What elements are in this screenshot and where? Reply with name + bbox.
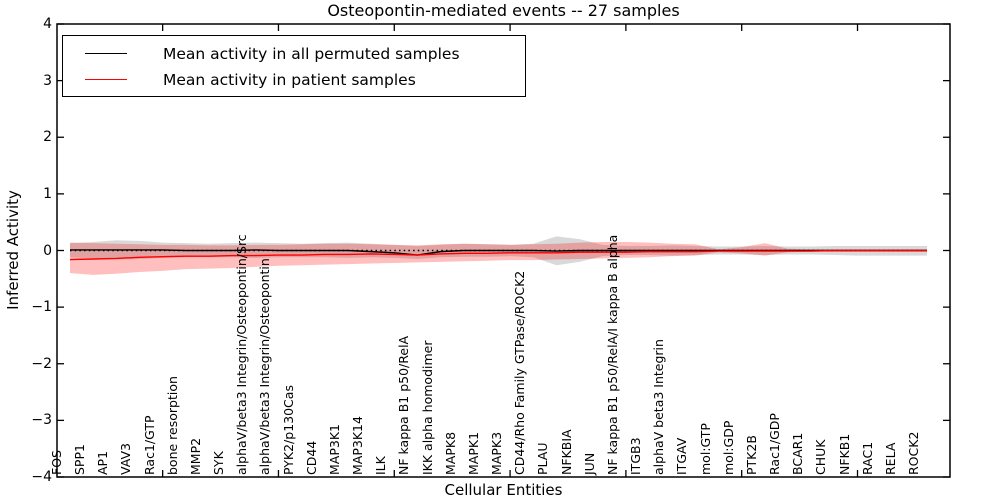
x-category-label: ROCK2 <box>906 431 921 475</box>
y-tick-label: 2 <box>43 129 52 146</box>
x-category-label: AP1 <box>95 450 111 475</box>
x-category-label: SYK <box>211 451 227 475</box>
x-category-label: mol:GTP <box>697 423 713 475</box>
legend-label: Mean activity in all permuted samples <box>163 44 460 63</box>
x-category-label: NFKB1 <box>836 433 852 475</box>
x-category-label: PTK2B <box>743 435 759 475</box>
y-tick-label: 0 <box>43 242 52 259</box>
y-tick-label: −2 <box>31 355 52 372</box>
x-category-label: bone resorption <box>164 376 180 475</box>
chart-title: Osteopontin-mediated events -- 27 sample… <box>327 1 680 20</box>
x-category-label: SPP1 <box>72 444 88 475</box>
x-category-label: Rac1/GDP <box>767 413 783 475</box>
legend-entry-patient: Mean activity in patient samples <box>63 67 525 92</box>
x-category-label: NFKBIA <box>558 429 574 475</box>
x-category-label: NF kappa B1 p50/RelA <box>396 335 412 475</box>
y-tick-label: −3 <box>31 412 52 429</box>
x-category-label: MMP2 <box>187 437 203 475</box>
x-axis-label: Cellular Entities <box>444 481 563 499</box>
y-tick-label: 1 <box>43 185 52 202</box>
y-tick-label: −4 <box>31 469 52 485</box>
x-category-label: PLAU <box>535 442 551 476</box>
x-category-label: FOS <box>49 450 64 475</box>
x-category-label: RELA <box>882 442 898 475</box>
x-category-label: Rac1/GTP <box>141 415 157 475</box>
legend-entry-permuted: Mean activity in all permuted samples <box>63 41 525 66</box>
x-category-label: MAPK8 <box>442 431 458 475</box>
x-category-label: alphaV/beta3 Integrin/Osteopontin/Src <box>234 234 250 475</box>
x-category-label: NF kappa B1 p50/RelA/I kappa B alpha <box>604 234 620 475</box>
x-category-label: JUN <box>581 452 597 475</box>
x-category-label: alphaV/beta3 Integrin/Osteopontin <box>257 258 273 475</box>
legend-label: Mean activity in patient samples <box>163 70 416 89</box>
y-tick-label: 4 <box>43 16 52 32</box>
x-category-label: CD44 <box>303 440 319 475</box>
x-category-label: RAC1 <box>859 441 875 475</box>
x-category-label: MAP3K14 <box>350 416 366 475</box>
x-category-label: ILK <box>373 456 389 475</box>
y-tick-label: 3 <box>43 72 52 89</box>
x-category-label: CD44/Rho Family GTPase/ROCK2 <box>512 270 528 475</box>
patient-mean-line <box>69 249 927 261</box>
x-category-label: PYK2/p130Cas <box>280 385 296 475</box>
x-category-label: BCAR1 <box>790 432 806 475</box>
x-category-label: ITGB3 <box>628 437 644 475</box>
legend: Mean activity in all permuted samples Me… <box>62 35 526 97</box>
x-category-label: VAV3 <box>118 442 134 475</box>
legend-line-sample-black <box>85 53 127 54</box>
y-tick-label: −1 <box>31 299 52 316</box>
x-category-label: mol:GDP <box>720 420 736 475</box>
x-category-label: ITGAV <box>674 437 690 475</box>
x-category-label: MAP3K1 <box>326 424 342 475</box>
x-category-label: MAPK1 <box>465 431 481 475</box>
x-category-label: CHUK <box>813 439 829 475</box>
x-category-label: IKK alpha homodimer <box>419 340 435 476</box>
legend-line-sample-red <box>85 79 127 80</box>
x-category-label: alphaV beta3 Integrin <box>651 339 667 475</box>
x-category-label: MAPK3 <box>489 431 505 475</box>
